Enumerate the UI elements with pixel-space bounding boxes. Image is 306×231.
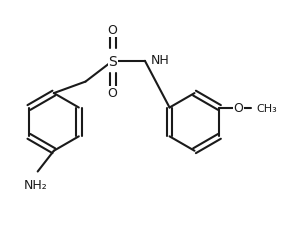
Text: S: S (108, 55, 117, 69)
Text: NH₂: NH₂ (24, 178, 47, 191)
Text: CH₃: CH₃ (256, 103, 277, 113)
Text: O: O (234, 102, 244, 115)
Text: O: O (108, 24, 118, 37)
Text: O: O (108, 87, 118, 100)
Text: NH: NH (151, 54, 170, 67)
